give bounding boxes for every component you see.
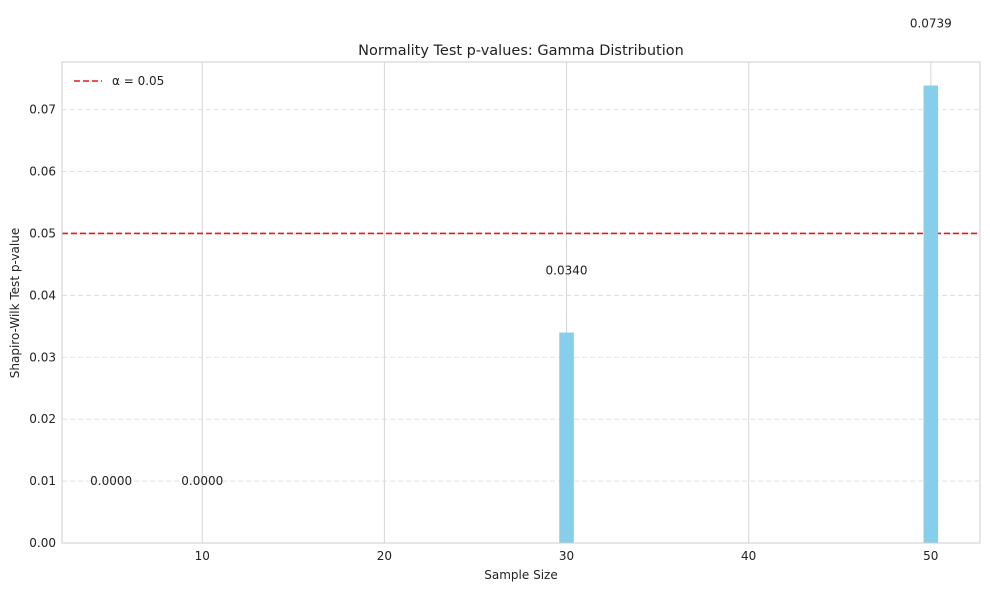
x-axis-label: Sample Size — [484, 568, 557, 582]
bar-labels: 0.0000 0.0000 0.0340 0.0739 — [90, 17, 952, 488]
bar-3 — [923, 85, 939, 544]
y-tick-label-0: 0.00 — [29, 536, 56, 550]
y-tick-label-3: 0.03 — [29, 350, 56, 364]
bar-label-1: 0.0000 — [181, 474, 223, 488]
bars — [559, 85, 939, 544]
y-tick-label-4: 0.04 — [29, 288, 56, 302]
y-tick-label-6: 0.06 — [29, 165, 56, 179]
y-tick-label-7: 0.07 — [29, 103, 56, 117]
y-axis-label: Shapiro-Wilk Test p-value — [8, 228, 22, 379]
x-tick-label-1: 20 — [377, 549, 392, 563]
x-ticks: 10 20 30 40 50 — [195, 549, 939, 563]
bar-2 — [559, 332, 574, 543]
legend: α = 0.05 — [74, 74, 164, 88]
x-tick-label-4: 50 — [923, 549, 938, 563]
grid — [62, 62, 980, 543]
plot-frame — [61, 61, 981, 544]
chart-title: Normality Test p-values: Gamma Distribut… — [358, 43, 684, 59]
bar-label-3: 0.0739 — [910, 17, 952, 31]
legend-entry-threshold: α = 0.05 — [112, 74, 164, 88]
bar-label-2: 0.0340 — [546, 264, 588, 278]
bar-label-0: 0.0000 — [90, 474, 132, 488]
x-tick-label-0: 10 — [195, 549, 210, 563]
y-ticks: 0.00 0.01 0.02 0.03 0.04 0.05 0.06 0.07 — [29, 103, 56, 550]
y-tick-label-1: 0.01 — [29, 474, 56, 488]
x-tick-label-2: 30 — [559, 549, 574, 563]
y-tick-label-5: 0.05 — [29, 226, 56, 240]
y-tick-label-2: 0.02 — [29, 412, 56, 426]
x-tick-label-3: 40 — [741, 549, 756, 563]
